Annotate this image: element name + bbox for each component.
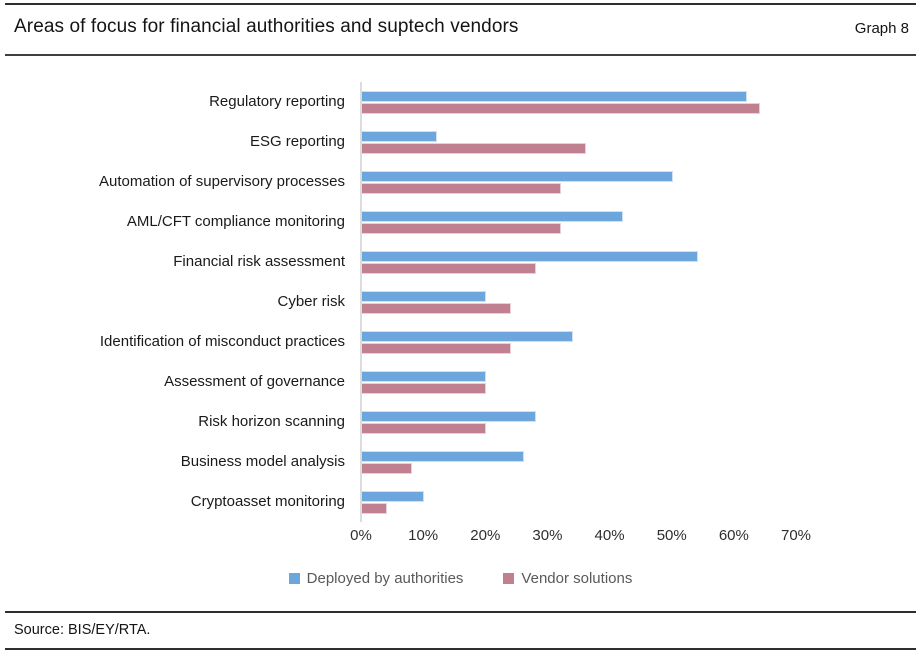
- bar-group: [360, 362, 808, 402]
- bar-group: [360, 282, 808, 322]
- chart-row: Risk horizon scanning: [0, 402, 921, 442]
- bar-chart: Regulatory reporting ESG reporting Automat…: [0, 82, 921, 522]
- legend-item-vendors: Vendor solutions: [503, 570, 632, 587]
- chart-row: ESG reporting: [0, 122, 921, 162]
- bar-authorities: [362, 330, 574, 342]
- chart-legend: Deployed by authorities Vendor solutions: [0, 570, 921, 587]
- category-label: Business model analysis: [180, 453, 345, 471]
- chart-row: Regulatory reporting: [0, 82, 921, 122]
- bar-group: [360, 82, 808, 122]
- bar-group: [360, 122, 808, 162]
- chart-row: Cyber risk: [0, 282, 921, 322]
- bar-group: [360, 162, 808, 202]
- bar-authorities: [362, 210, 623, 222]
- bar-authorities: [362, 410, 536, 422]
- x-tick-label: 70%: [780, 527, 812, 544]
- bar-group: [360, 482, 808, 522]
- page-title: Areas of focus for financial authorities…: [14, 16, 519, 37]
- chart-row: AML/CFT compliance monitoring: [0, 202, 921, 242]
- bar-vendors: [362, 382, 487, 394]
- category-label: Financial risk assessment: [173, 253, 345, 271]
- x-tick-label: 60%: [718, 527, 749, 544]
- bar-group: [360, 202, 808, 242]
- bar-group: [360, 322, 808, 362]
- header: Areas of focus for financial authorities…: [14, 16, 909, 38]
- category-label: Risk horizon scanning: [198, 413, 345, 431]
- title-underline-rule: [5, 54, 916, 56]
- x-tick-label: 20%: [470, 527, 501, 544]
- bar-authorities: [362, 250, 698, 262]
- chart-rows: Regulatory reporting ESG reporting Automat…: [0, 82, 921, 522]
- x-tick-label: 50%: [656, 527, 687, 544]
- legend-item-authorities: Deployed by authorities: [288, 570, 464, 587]
- bar-vendors: [362, 422, 487, 434]
- category-label: Cyber risk: [277, 293, 345, 311]
- category-label: Assessment of governance: [164, 373, 345, 391]
- source-divider-rule: [5, 611, 916, 613]
- chart-row: Financial risk assessment: [0, 242, 921, 282]
- bar-vendors: [362, 182, 561, 194]
- graph-number-label: Graph 8: [854, 20, 909, 37]
- legend-label: Vendor solutions: [521, 570, 633, 587]
- x-tick-label: 10%: [408, 527, 439, 544]
- bar-vendors: [362, 142, 586, 154]
- authorities-swatch-icon: [288, 573, 300, 584]
- bar-vendors: [362, 342, 512, 354]
- chart-row: Identification of misconduct practices: [0, 322, 921, 362]
- bar-group: [360, 442, 808, 482]
- x-axis: 0% 10% 20% 30% 40% 50% 60% 70%: [350, 527, 811, 547]
- category-label: Automation of supervisory processes: [99, 173, 345, 191]
- bar-vendors: [362, 462, 412, 474]
- top-border-rule: [5, 3, 916, 5]
- x-tick-label: 0%: [350, 527, 372, 544]
- bar-vendors: [362, 102, 760, 114]
- x-tick-label: 30%: [532, 527, 563, 544]
- bar-vendors: [362, 302, 512, 314]
- chart-row: Assessment of governance: [0, 362, 921, 402]
- bar-authorities: [362, 490, 425, 502]
- source-note: Source: BIS/EY/RTA.: [14, 622, 151, 638]
- bar-authorities: [362, 450, 524, 462]
- chart-row: Business model analysis: [0, 442, 921, 482]
- legend-label: Deployed by authorities: [306, 570, 464, 587]
- chart-row: Automation of supervisory processes: [0, 162, 921, 202]
- category-label: ESG reporting: [249, 133, 345, 151]
- bar-authorities: [362, 170, 673, 182]
- bar-vendors: [362, 502, 387, 514]
- bar-authorities: [362, 90, 748, 102]
- bar-group: [360, 242, 808, 282]
- category-label: Identification of misconduct practices: [99, 333, 345, 351]
- category-label: Regulatory reporting: [209, 93, 345, 111]
- bar-authorities: [362, 130, 437, 142]
- x-tick-label: 40%: [594, 527, 625, 544]
- bottom-border-rule: [5, 648, 916, 650]
- bar-vendors: [362, 222, 561, 234]
- category-label: Cryptoasset monitoring: [190, 493, 345, 511]
- chart-row: Cryptoasset monitoring: [0, 482, 921, 522]
- category-label: AML/CFT compliance monitoring: [126, 213, 345, 231]
- bar-authorities: [362, 370, 487, 382]
- bar-authorities: [362, 290, 487, 302]
- bar-vendors: [362, 262, 536, 274]
- bar-group: [360, 402, 808, 442]
- vendors-swatch-icon: [503, 573, 515, 584]
